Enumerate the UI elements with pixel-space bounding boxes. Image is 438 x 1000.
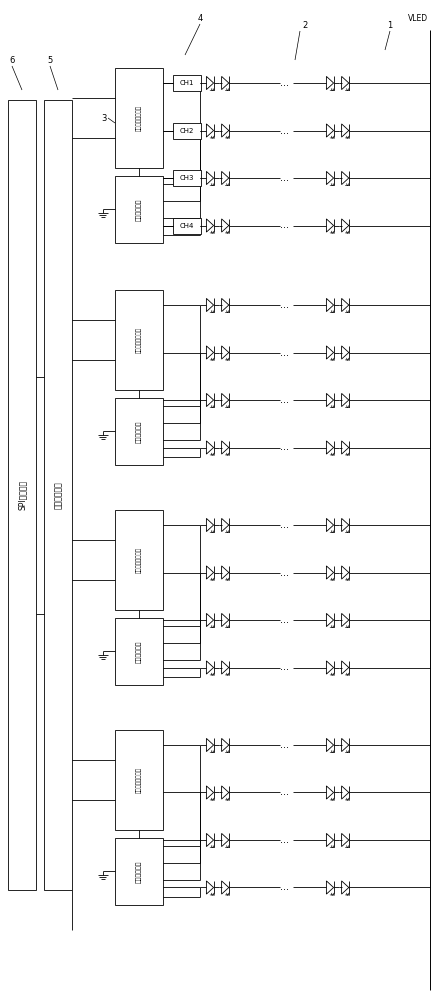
Text: 驱动控制调节模块: 驱动控制调节模块 — [136, 547, 141, 573]
Text: 6: 6 — [9, 56, 14, 65]
Text: 3: 3 — [101, 114, 106, 123]
Text: ...: ... — [280, 787, 289, 797]
Text: SPI接口元件: SPI接口元件 — [18, 480, 26, 510]
Text: VLED: VLED — [407, 14, 427, 23]
Text: CH3: CH3 — [179, 175, 194, 181]
Text: ...: ... — [280, 126, 289, 136]
Text: ...: ... — [280, 300, 289, 310]
Bar — [115, 176, 162, 243]
Text: ...: ... — [280, 835, 289, 845]
Text: CH1: CH1 — [179, 80, 194, 86]
Text: 4: 4 — [197, 14, 202, 23]
Text: ...: ... — [280, 221, 289, 231]
Bar — [115, 290, 162, 390]
Text: ...: ... — [280, 442, 289, 452]
Text: CH4: CH4 — [180, 223, 194, 229]
Text: ...: ... — [280, 568, 289, 578]
Bar — [115, 398, 162, 465]
Bar — [173, 170, 201, 186]
Text: ...: ... — [280, 662, 289, 672]
Text: 5: 5 — [47, 56, 53, 65]
Text: 1: 1 — [386, 21, 392, 30]
Text: 初始调节元件: 初始调节元件 — [136, 860, 141, 883]
Text: ...: ... — [280, 615, 289, 625]
Text: 驱动控制调节模块: 驱动控制调节模块 — [136, 327, 141, 353]
Text: ...: ... — [280, 348, 289, 358]
Bar — [173, 75, 201, 91]
Text: ...: ... — [280, 173, 289, 183]
Bar — [115, 510, 162, 610]
Text: ...: ... — [280, 395, 289, 405]
Bar — [115, 838, 162, 905]
Text: 初始调节元件: 初始调节元件 — [136, 640, 141, 663]
Bar — [44, 100, 72, 890]
Text: 微处理器元件: 微处理器元件 — [53, 481, 62, 509]
Text: 初始调节元件: 初始调节元件 — [136, 420, 141, 443]
Text: ...: ... — [280, 740, 289, 750]
Text: ...: ... — [280, 520, 289, 530]
Text: 初始调节元件: 初始调节元件 — [136, 198, 141, 221]
Text: 驱动控制调节模块: 驱动控制调节模块 — [136, 767, 141, 793]
Bar — [173, 123, 201, 139]
Bar — [8, 100, 36, 890]
Bar — [115, 730, 162, 830]
Text: ...: ... — [280, 882, 289, 892]
Text: CH2: CH2 — [180, 128, 194, 134]
Text: 2: 2 — [302, 21, 307, 30]
Bar — [173, 218, 201, 233]
Text: ...: ... — [280, 78, 289, 88]
Bar — [115, 618, 162, 685]
Text: 驱动控制调节模块: 驱动控制调节模块 — [136, 105, 141, 131]
Bar — [115, 68, 162, 168]
